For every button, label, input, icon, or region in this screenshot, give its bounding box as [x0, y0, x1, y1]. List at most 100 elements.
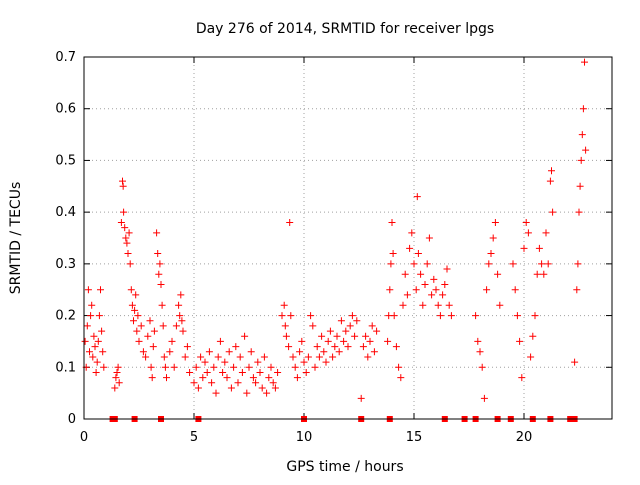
data-point — [97, 286, 104, 294]
data-point — [265, 374, 273, 382]
data-point — [269, 379, 277, 387]
data-point — [201, 358, 209, 366]
data-point — [300, 358, 308, 366]
data-point — [520, 244, 528, 252]
data-point — [192, 363, 200, 371]
data-point — [203, 368, 211, 376]
data-point — [326, 327, 334, 335]
data-point — [509, 260, 517, 268]
data-point — [194, 384, 202, 392]
data-point — [132, 291, 140, 299]
data-point — [474, 337, 482, 345]
data-point — [581, 58, 588, 66]
data-point — [311, 363, 319, 371]
data-point — [99, 348, 107, 356]
data-point — [127, 286, 135, 294]
data-point — [432, 286, 440, 294]
data-point — [430, 275, 438, 283]
chart-title: Day 276 of 2014, SRMTID for receiver lpg… — [196, 21, 494, 37]
data-point — [413, 193, 421, 201]
data-point — [318, 332, 326, 340]
ticks-layer: 0 0.1 0.2 0.3 0.4 0.5 0.6 0.7 0 5 10 15 20 — [55, 50, 612, 445]
data-point — [386, 286, 394, 294]
data-point — [408, 229, 416, 237]
data-point — [296, 348, 304, 356]
data-point — [362, 332, 370, 340]
data-point — [88, 301, 96, 309]
data-point — [472, 312, 480, 320]
data-point — [403, 291, 411, 299]
data-point — [153, 229, 161, 237]
data-point — [571, 358, 579, 366]
x-tick-label: 10 — [296, 430, 313, 445]
data-point — [271, 384, 279, 392]
data-point — [425, 234, 433, 242]
data-point — [579, 105, 587, 113]
data-point — [298, 337, 306, 345]
data-point — [159, 322, 167, 330]
data-point — [582, 146, 590, 154]
data-point — [282, 332, 290, 340]
data-point — [181, 353, 189, 361]
x-tick-label: 15 — [406, 430, 423, 445]
y-tick-label: 0.6 — [55, 102, 76, 117]
data-point — [112, 374, 120, 382]
data-point — [410, 260, 418, 268]
data-point — [340, 337, 348, 345]
data-point — [241, 332, 249, 340]
data-point — [125, 229, 133, 237]
data-point — [574, 260, 582, 268]
data-point — [335, 348, 343, 356]
y-tick-label: 0.2 — [55, 309, 76, 324]
data-point — [434, 301, 442, 309]
data-point — [177, 291, 185, 299]
data-point — [190, 379, 198, 387]
data-point — [428, 291, 436, 299]
data-point — [286, 218, 294, 226]
data-point — [123, 239, 131, 247]
data-point — [573, 286, 581, 294]
data-point — [368, 322, 376, 330]
data-point — [414, 250, 422, 258]
data-point — [170, 363, 178, 371]
data-point — [168, 337, 176, 345]
data-point — [293, 374, 301, 382]
data-point — [83, 322, 91, 330]
data-point — [158, 301, 166, 309]
data-point — [478, 363, 486, 371]
data-point — [130, 317, 137, 325]
data-point — [219, 368, 227, 376]
data-point — [549, 208, 557, 216]
data-point — [491, 218, 499, 226]
data-point — [119, 182, 127, 190]
data-point — [121, 224, 129, 232]
data-point — [324, 337, 332, 345]
data-point — [578, 131, 586, 139]
data-point — [289, 353, 297, 361]
data-point — [249, 374, 257, 382]
data-point — [175, 301, 183, 309]
data-point — [419, 301, 427, 309]
data-point — [117, 218, 125, 226]
data-point — [364, 353, 372, 361]
data-point — [245, 363, 253, 371]
data-point — [166, 348, 174, 356]
data-point — [304, 353, 312, 361]
data-point — [576, 182, 584, 190]
data-point — [256, 368, 264, 376]
data-point — [441, 281, 449, 289]
data-point — [322, 358, 330, 366]
data-point — [86, 348, 93, 356]
data-point — [423, 260, 431, 268]
data-point — [401, 270, 409, 278]
y-tick-label: 0.7 — [55, 50, 76, 65]
data-point — [417, 270, 425, 278]
data-point — [150, 327, 158, 335]
data-point — [548, 167, 555, 175]
data-point — [87, 312, 95, 320]
data-point — [114, 363, 122, 371]
data-point — [406, 244, 414, 252]
data-point — [527, 353, 535, 361]
data-point — [134, 312, 142, 320]
